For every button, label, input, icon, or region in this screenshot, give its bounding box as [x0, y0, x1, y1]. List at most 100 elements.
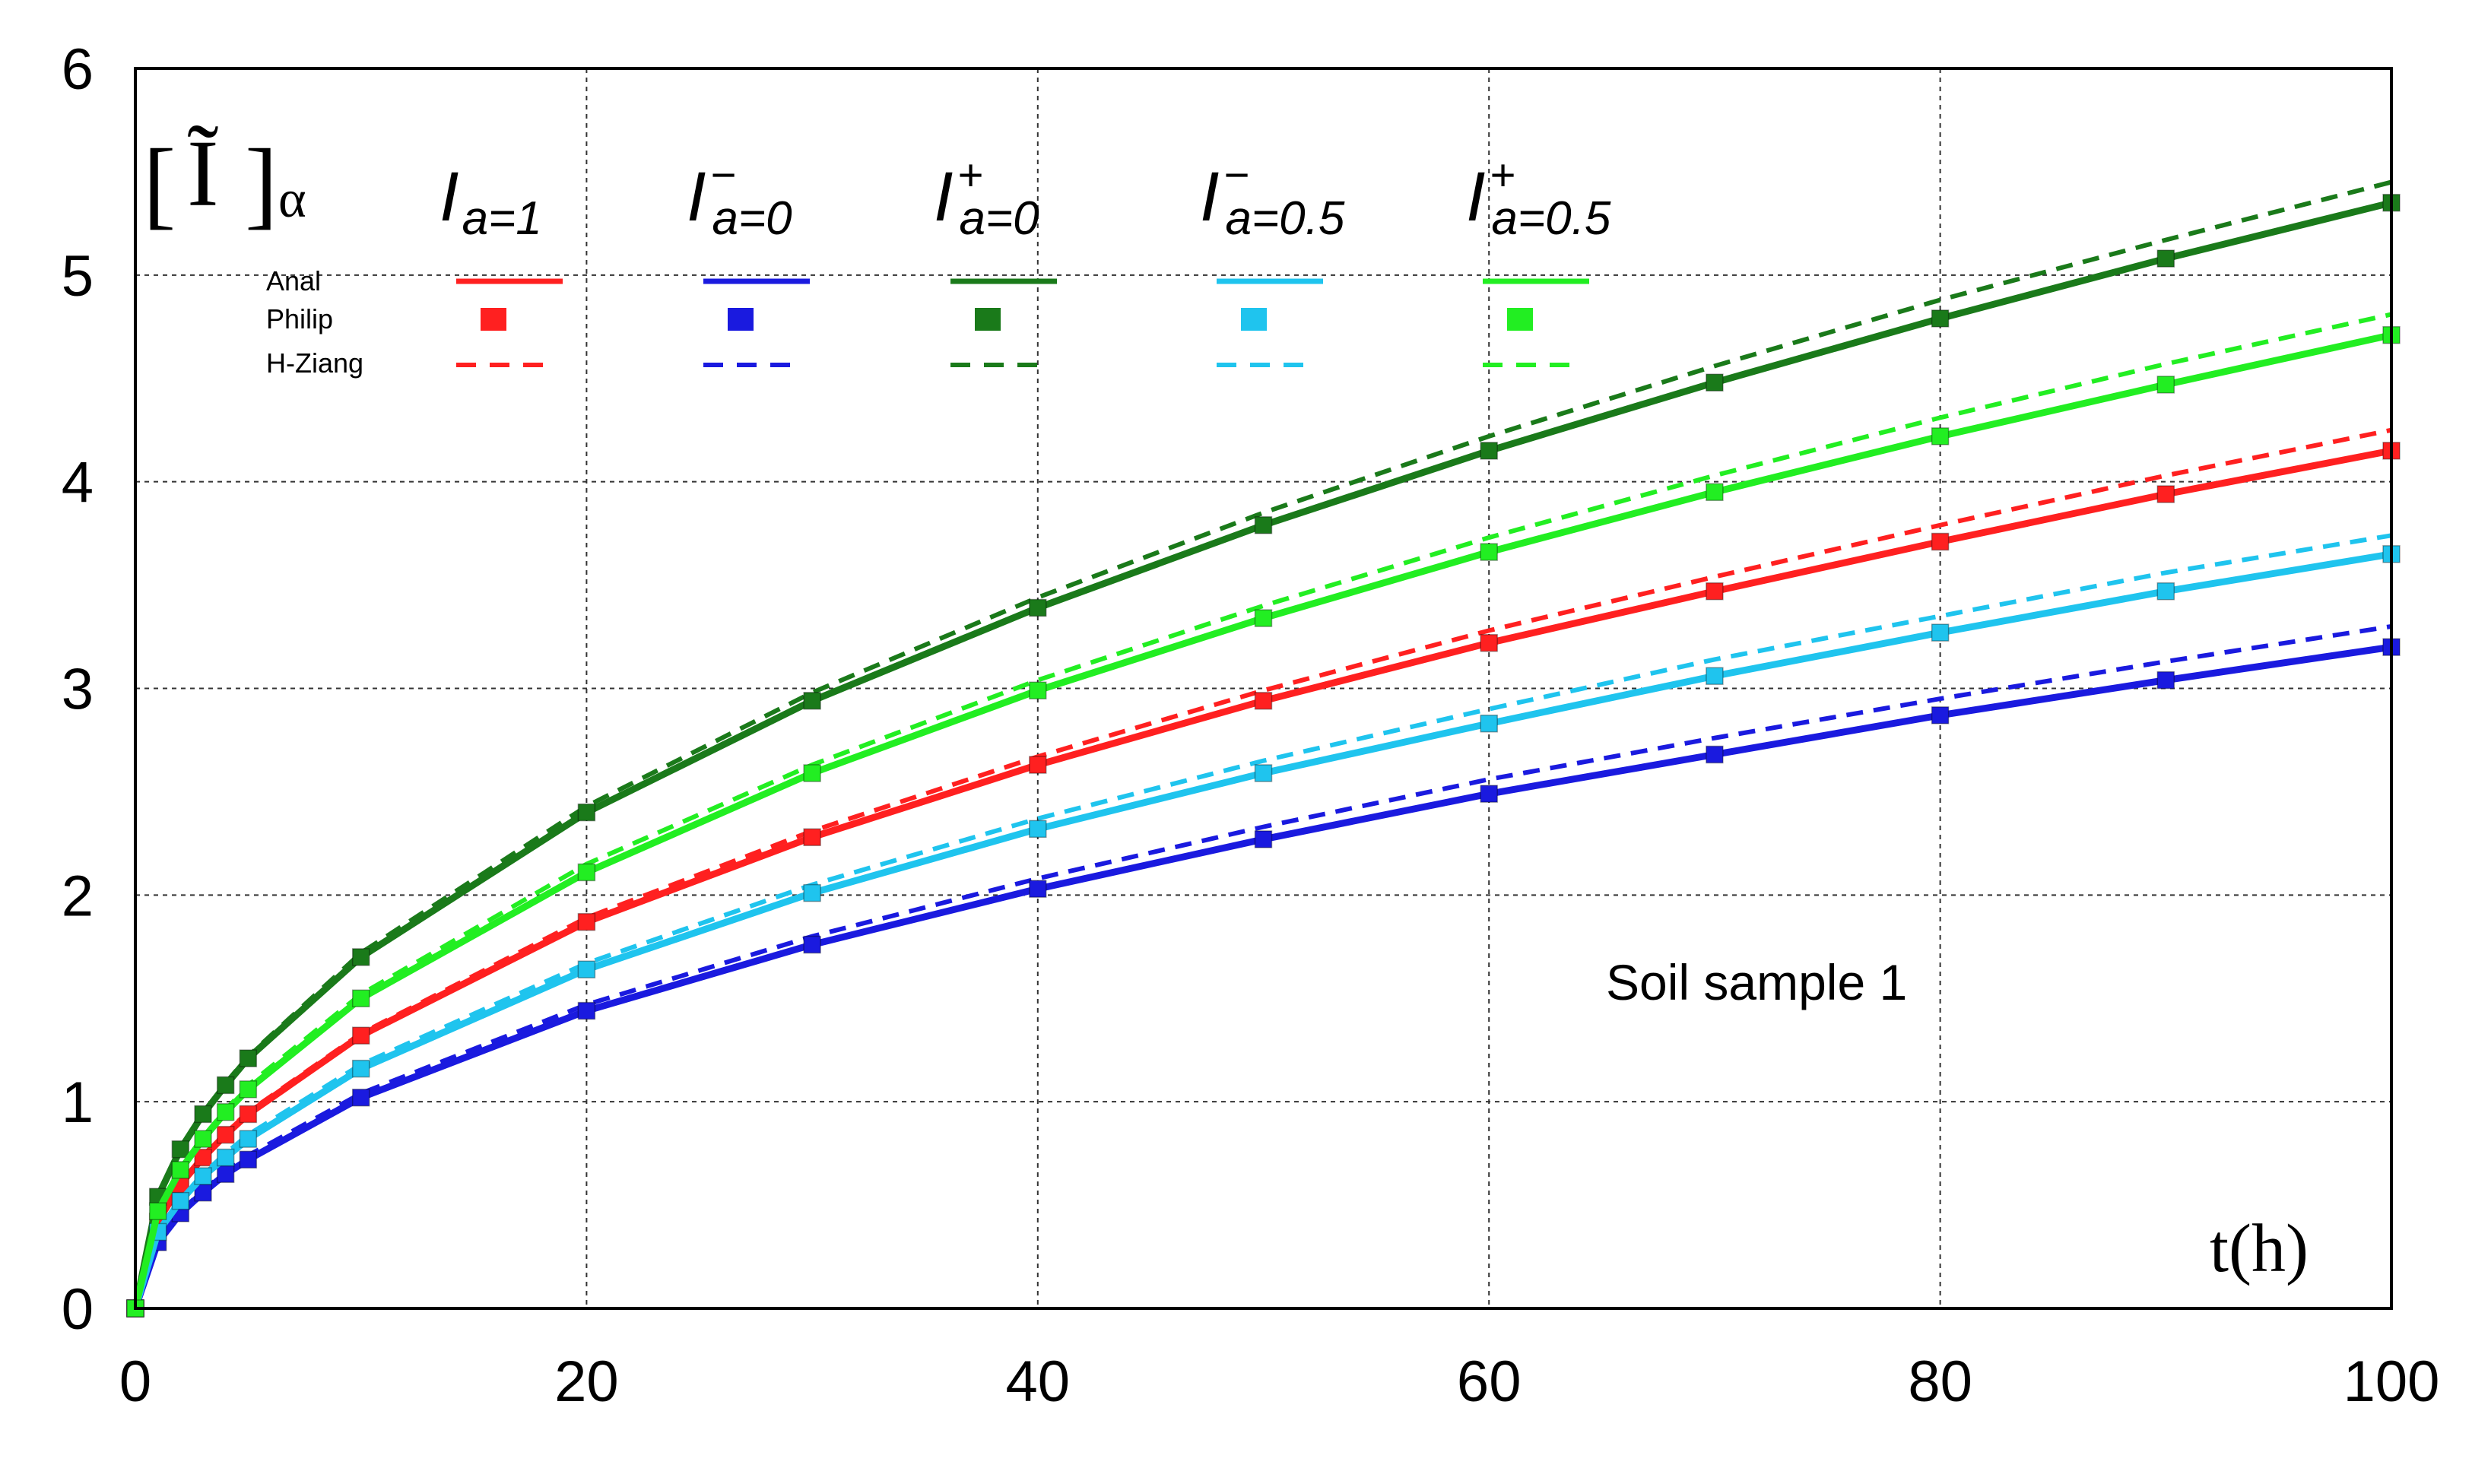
- series-0-philip-marker-9: [1029, 756, 1047, 774]
- series-4-philip-marker-11: [1480, 543, 1498, 561]
- x-tick-label-1: 20: [554, 1349, 619, 1414]
- legend-philip-swatch-2: [975, 308, 1001, 331]
- x-tick-label-4: 80: [1908, 1349, 1972, 1414]
- series-4-philip-marker-14: [2156, 376, 2175, 394]
- series-1-philip-marker-7: [577, 1001, 596, 1020]
- series-2-philip-marker-5: [239, 1049, 258, 1067]
- y-tick-label-4: 4: [62, 451, 94, 515]
- series-1-philip-marker-4: [216, 1165, 235, 1184]
- series-0-philip-marker-5: [239, 1105, 258, 1124]
- y-tick-label-5: 5: [62, 244, 94, 309]
- series-2-philip-marker-6: [351, 948, 370, 966]
- series-1-philip-marker-13: [1931, 706, 1950, 725]
- series-3-anal-line: [132, 550, 2392, 1310]
- series-1-philip-marker-6: [351, 1088, 370, 1107]
- series-3-philip-marker-8: [803, 883, 821, 902]
- series-4-philip-marker-10: [1254, 609, 1273, 627]
- series-0-anal-line: [132, 447, 2392, 1310]
- series-1-philip-marker-5: [239, 1150, 258, 1169]
- series-4-philip-marker-12: [1706, 483, 1724, 502]
- series-3-philip-marker-9: [1029, 820, 1047, 839]
- series-3-philip-marker-5: [239, 1130, 258, 1148]
- series-3-philip-marker-7: [577, 960, 596, 978]
- legend-row-label-h-ziang: H-Ziang: [266, 347, 363, 379]
- annotation-soil-sample: Soil sample 1: [1606, 954, 1907, 1010]
- legend-entry-1: I − a=0: [687, 151, 810, 367]
- y-axis-label-close-bracket: ]: [245, 129, 278, 239]
- x-tick-label-0: 0: [119, 1349, 151, 1414]
- series-1-philip-marker-12: [1706, 745, 1724, 764]
- legend-entry-4: I + a=0.5: [1466, 151, 1611, 367]
- series-4-philip-marker-13: [1931, 427, 1950, 446]
- y-tick-label-2: 2: [62, 864, 94, 928]
- series-2-philip-marker-10: [1254, 516, 1273, 534]
- series-0-philip-marker-14: [2156, 485, 2175, 503]
- series-3-philip-marker-6: [351, 1059, 370, 1078]
- y-axis-label-subscript: α: [278, 170, 306, 229]
- legend-entry-2: I + a=0: [934, 151, 1057, 367]
- series-2-hziang-line: [133, 179, 2392, 1309]
- series-0-philip-marker-13: [1931, 532, 1950, 551]
- series-3-philip-marker-11: [1480, 714, 1498, 733]
- series-2-philip-marker-9: [1029, 598, 1047, 617]
- series-4-philip-marker-3: [194, 1130, 212, 1148]
- x-tick-label-3: 60: [1457, 1349, 1522, 1414]
- plot-frame: [134, 67, 2393, 1310]
- series-0-philip-marker-3: [194, 1148, 212, 1167]
- legend-philip-swatch-4: [1507, 308, 1533, 331]
- series-1-philip-marker-8: [803, 935, 821, 954]
- series-0-philip-marker-11: [1480, 633, 1498, 652]
- series-3-philip-marker-12: [1706, 667, 1724, 685]
- series-3-philip-marker-3: [194, 1167, 212, 1185]
- series-0-philip-marker-7: [577, 912, 596, 931]
- series-4: [126, 312, 2401, 1318]
- y-tick-label-3: 3: [62, 658, 94, 722]
- y-axis-label-open-bracket: [: [143, 129, 176, 239]
- series-4-philip-marker-8: [803, 764, 821, 782]
- series-3: [126, 533, 2401, 1318]
- series-2-philip-marker-12: [1706, 373, 1724, 392]
- y-tick-label-1: 1: [62, 1070, 94, 1135]
- series-2-philip-marker-3: [194, 1105, 212, 1124]
- y-tick-label-0: 0: [62, 1277, 94, 1342]
- legend-entries: Ia=1 I − a=0 I + a=0 I − a=0.5 I + a=0.5: [440, 151, 1611, 367]
- legend-philip-swatch-3: [1241, 308, 1267, 331]
- legend-label-4: I + a=0.5: [1466, 151, 1611, 245]
- legend: Anal Philip H-Ziang Ia=1 I − a=0 I + a=0 I − a=0.…: [266, 151, 1611, 379]
- x-tick-label-2: 40: [1006, 1349, 1071, 1414]
- series-2-philip-marker-2: [171, 1140, 190, 1159]
- series-2-philip-marker-13: [1931, 309, 1950, 328]
- legend-label-3: I − a=0.5: [1200, 151, 1345, 245]
- series-2-philip-marker-8: [803, 692, 821, 710]
- legend-row-label-anal: Anal: [266, 265, 321, 296]
- series-3-philip-marker-14: [2156, 582, 2175, 601]
- series-0-philip-marker-4: [216, 1125, 235, 1144]
- x-axis-label: t(h): [2210, 1211, 2309, 1286]
- series-4-philip-marker-2: [171, 1161, 190, 1179]
- y-axis-label-glyph: Ĩ: [187, 122, 219, 227]
- legend-philip-swatch-1: [728, 308, 754, 331]
- series-4-philip-marker-7: [577, 863, 596, 882]
- series-0-philip-marker-10: [1254, 692, 1273, 710]
- series-2-philip-marker-7: [577, 803, 596, 822]
- legend-entry-0: Ia=1: [440, 158, 563, 367]
- series-1-philip-marker-9: [1029, 880, 1047, 898]
- series-1-philip-marker-11: [1480, 785, 1498, 803]
- series-4-philip-marker-9: [1029, 681, 1047, 699]
- series-2-anal-line: [132, 199, 2393, 1309]
- series-2-philip-marker-14: [2156, 249, 2175, 268]
- series-3-hziang-line: [133, 533, 2392, 1309]
- y-axis-label: [ Ĩ ] α: [143, 122, 306, 239]
- y-tick-label-6: 6: [62, 37, 94, 102]
- series-3-philip-marker-4: [216, 1148, 235, 1167]
- series-2-philip-marker-4: [216, 1076, 235, 1095]
- x-tick-label-5: 100: [2343, 1349, 2440, 1414]
- series-3-philip-marker-13: [1931, 623, 1950, 642]
- series-group: [126, 179, 2401, 1318]
- series-4-anal-line: [132, 331, 2392, 1310]
- series-3-philip-marker-10: [1254, 764, 1273, 782]
- series-0-philip-marker-8: [803, 828, 821, 846]
